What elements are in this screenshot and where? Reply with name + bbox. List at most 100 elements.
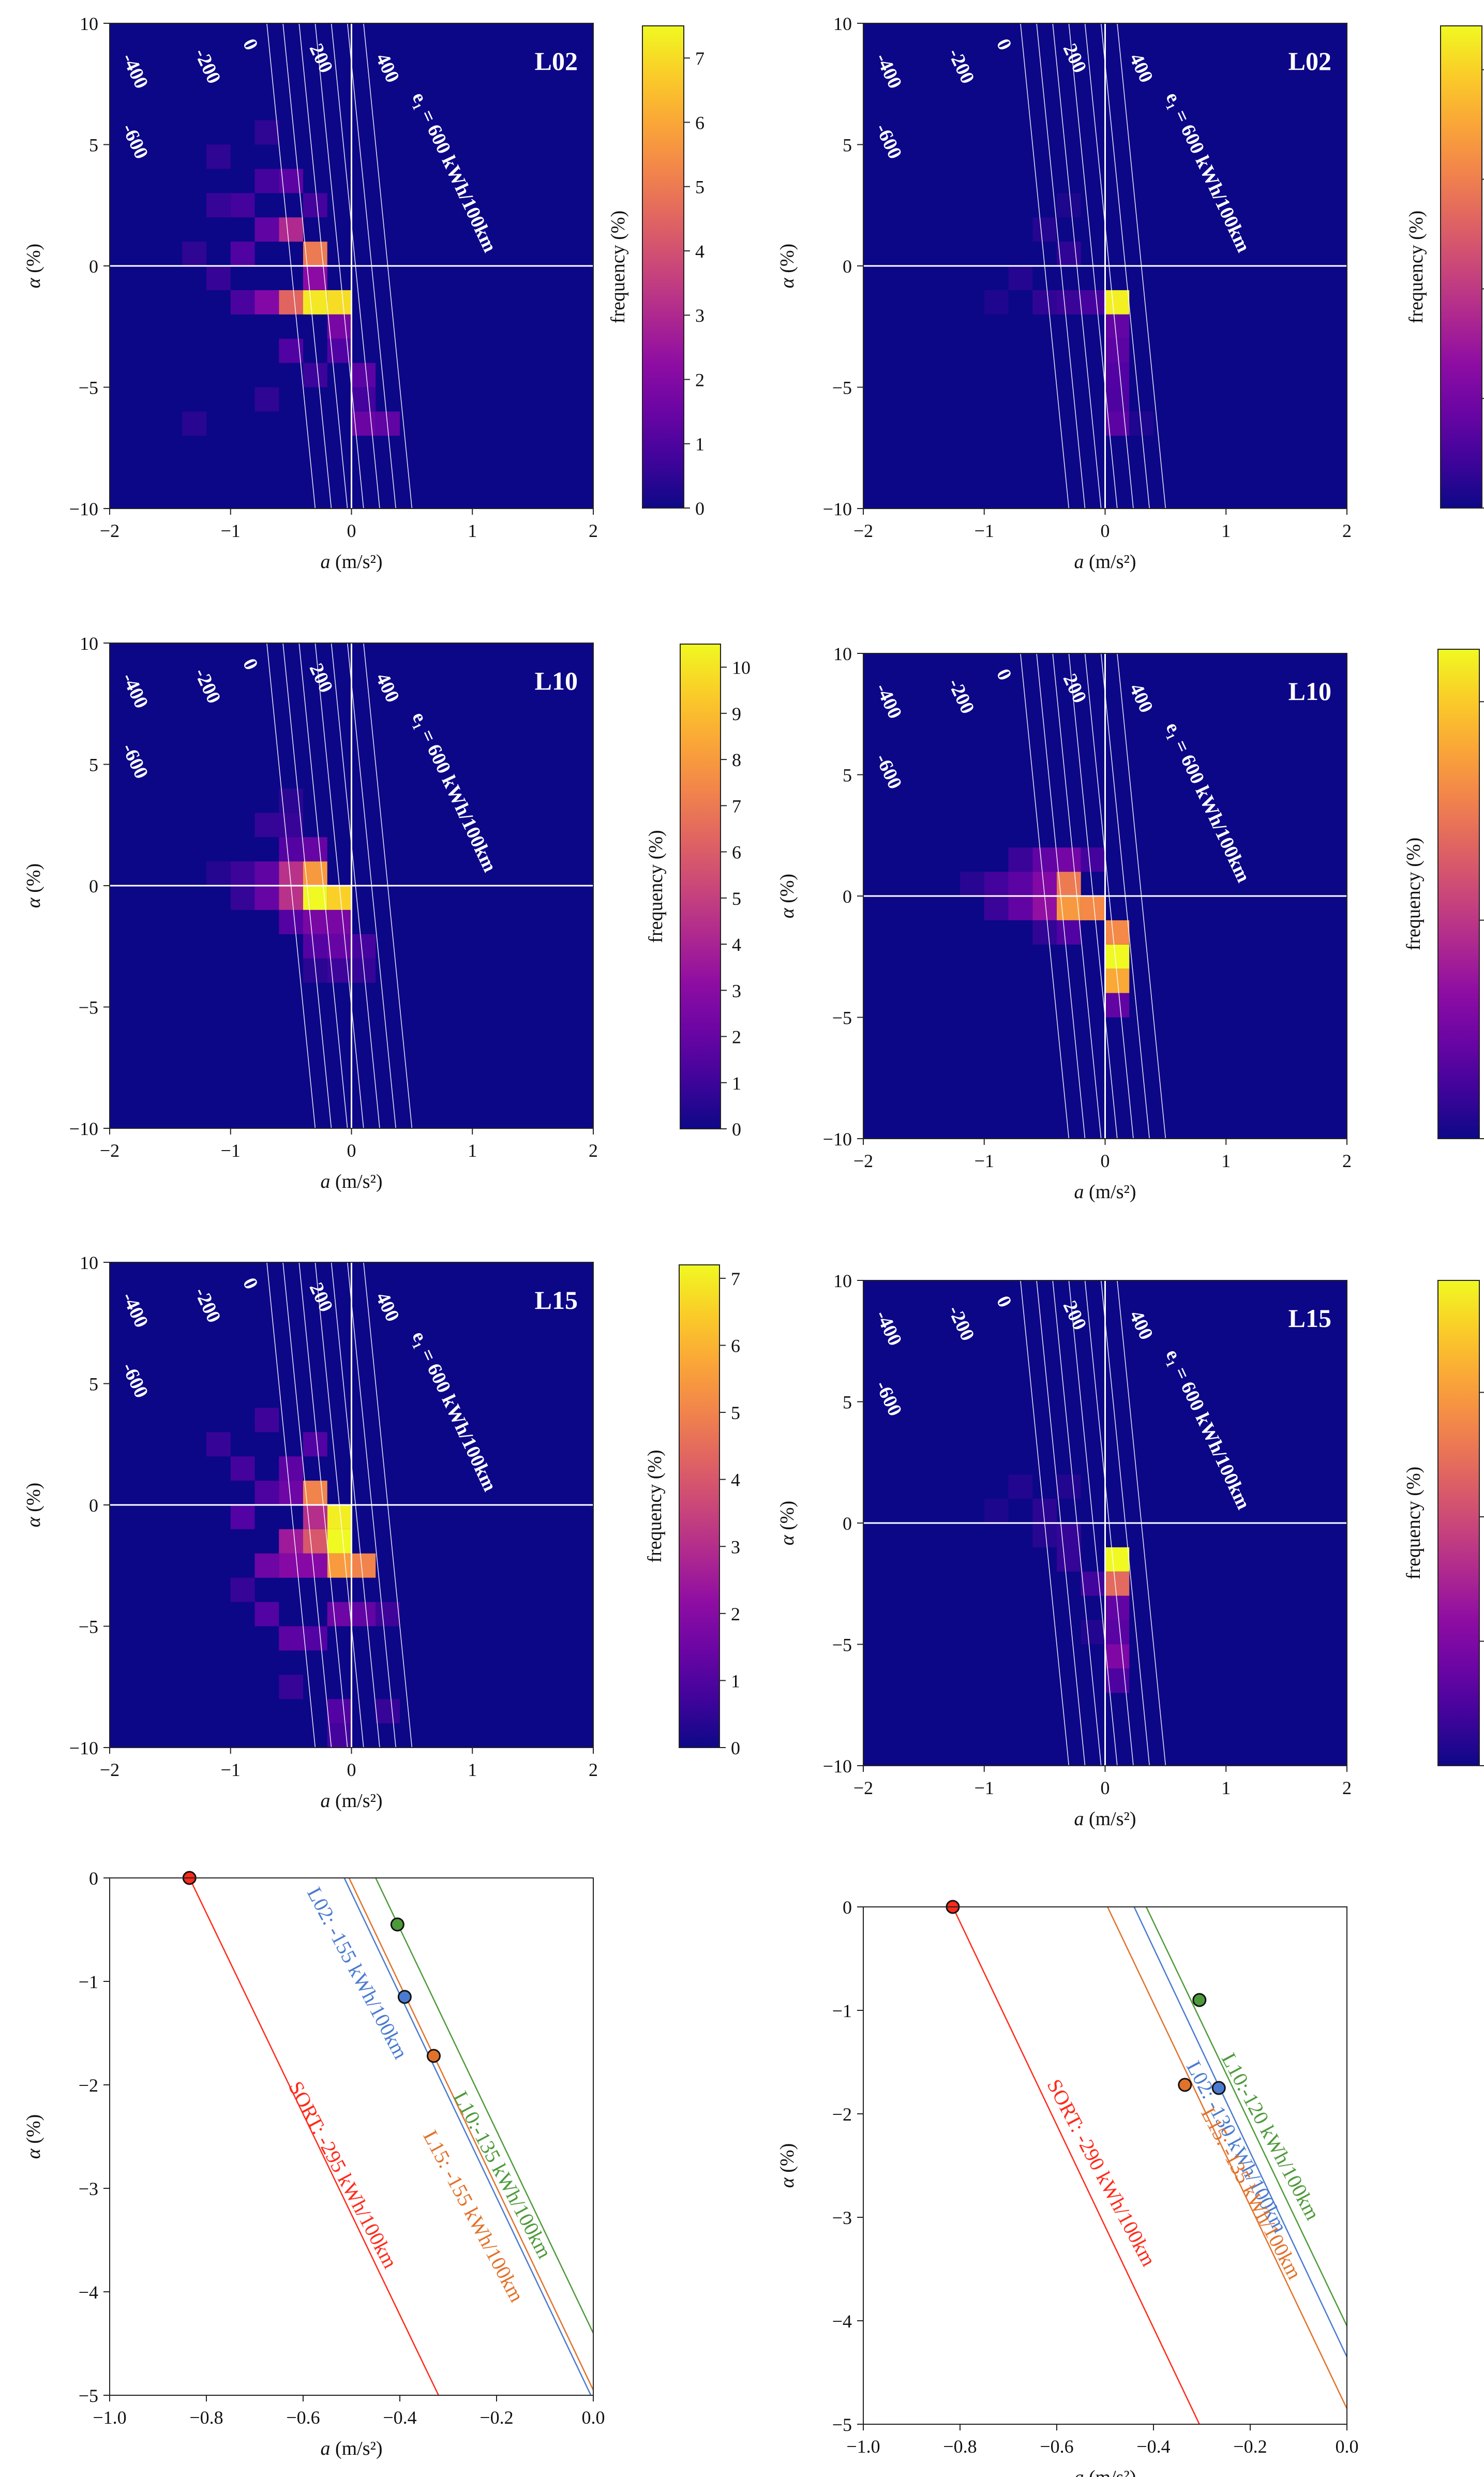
heatmap-cell: [327, 909, 352, 934]
heatmap-cell: [279, 909, 303, 934]
heatmap-cell: [303, 1529, 327, 1554]
x-tick-label: 0: [1101, 520, 1110, 541]
colorbar-tick-label: 1: [695, 434, 704, 455]
colorbar: [1440, 25, 1482, 509]
y-axis-label-unit: (%): [23, 244, 44, 278]
series-point-L02: [397, 1990, 412, 2004]
x-tick-label: −2: [853, 520, 873, 541]
heatmap-cell: [960, 872, 984, 896]
x-tick-label: 1: [1221, 520, 1231, 541]
y-tick-label: 0: [843, 1513, 852, 1534]
y-tick-label: −5: [79, 1617, 98, 1637]
x-tick-label: 1: [1221, 1778, 1231, 1798]
heatmap-cell: [1105, 363, 1130, 387]
y-tick-label: −2: [79, 2075, 98, 2096]
series-point-L15: [1178, 2078, 1192, 2092]
y-tick-label: −2: [832, 2104, 852, 2125]
x-tick-label: 2: [1342, 1151, 1352, 1171]
y-tick-label: −1: [832, 2001, 852, 2021]
y-tick-label: 0: [843, 256, 852, 277]
heatmap-cell: [1105, 944, 1130, 969]
heatmap-cell: [1081, 290, 1105, 315]
heatmap-cell: [351, 1602, 376, 1627]
series-point-L10: [1192, 1993, 1207, 2007]
series-point-L10: [390, 1917, 404, 1932]
heatmap-cell: [279, 813, 303, 838]
heatmap-cell: [279, 1529, 303, 1554]
heatmap-cell: [230, 886, 255, 910]
x-axis-label-symbol: a: [1074, 1181, 1084, 1203]
x-tick-label: 2: [589, 520, 598, 541]
heatmap-cell: [303, 1626, 327, 1651]
y-tick-label: −5: [79, 2385, 98, 2406]
colorbar-label: frequency (%): [645, 830, 667, 943]
heatmap-cell: [182, 242, 206, 266]
heatmap-cell: [376, 1699, 400, 1724]
colorbar-tick-label: 0: [732, 1119, 741, 1140]
y-tick-label: −4: [832, 2311, 852, 2332]
heatmap-plot: [863, 1280, 1347, 1766]
colorbar-tick-label: 7: [732, 796, 741, 816]
heatmap-cell: [1105, 314, 1130, 339]
series-line-L02: [343, 1878, 592, 2395]
heatmap-cell: [230, 193, 255, 218]
x-axis-label: a (m/s²): [1074, 551, 1136, 573]
panel-title: L15: [535, 1286, 578, 1315]
line-plot: [952, 1907, 1347, 2424]
x-axis-label: a (m/s²): [320, 1790, 382, 1812]
y-axis-label: α (%): [776, 1501, 798, 1545]
x-tick-label: −0.2: [479, 2407, 513, 2428]
heatmap-cell: [254, 1481, 279, 1505]
x-tick-label: 1: [468, 1140, 477, 1161]
x-axis-label-symbol: a: [320, 1790, 330, 1812]
x-tick-label: 0.0: [1336, 2436, 1359, 2457]
panel-title: L10: [1288, 677, 1331, 706]
colorbar-tick-label: 0: [731, 1738, 740, 1758]
heatmap-cell: [230, 242, 255, 266]
heatmap-cell: [1105, 1620, 1130, 1645]
y-tick-label: −3: [832, 2207, 852, 2228]
panel-title: L10: [535, 666, 578, 695]
series-line-SORT: [952, 1907, 1200, 2424]
y-tick-label: −10: [823, 499, 852, 519]
y-tick-label: 0: [843, 886, 852, 907]
heatmap-cell: [254, 120, 279, 145]
heatmap-cell: [230, 1505, 255, 1529]
heatmap-cell: [230, 290, 255, 315]
y-tick-label: 0: [843, 1897, 852, 1918]
heatmap-cell: [327, 314, 352, 339]
heatmap-cell: [1032, 847, 1057, 872]
x-tick-label: −0.8: [943, 2436, 977, 2457]
heatmap-cell: [327, 1699, 352, 1724]
y-tick-label: 10: [80, 13, 98, 34]
y-tick-label: 10: [833, 1271, 852, 1291]
y-axis-label-unit: (%): [23, 863, 44, 898]
y-tick-label: 0: [89, 256, 98, 277]
colorbar-label: frequency (%): [1403, 838, 1425, 950]
x-tick-label: 0: [1101, 1151, 1110, 1171]
colorbar-tick-label: 3: [732, 980, 741, 1001]
heatmap-cell: [1008, 896, 1033, 920]
x-axis-label-symbol: a: [1074, 551, 1084, 573]
y-tick-label: 0: [89, 1868, 98, 1889]
x-axis-label-symbol: a: [1074, 1808, 1084, 1830]
colorbar-tick-label: 4: [732, 934, 741, 955]
line-plot-frame: [109, 1877, 594, 2396]
heatmap-cell: [1032, 290, 1057, 315]
heatmap-cell: [1057, 847, 1081, 872]
series-line-L10: [375, 1878, 593, 2334]
heatmap-cell: [254, 387, 279, 412]
colorbar-tick-label: 3: [695, 305, 704, 326]
heatmap-cell: [230, 1456, 255, 1481]
heatmap-cell: [1057, 1474, 1081, 1499]
heatmap-cell: [1057, 920, 1081, 945]
heatmap-cell: [254, 861, 279, 886]
colorbar-tick-label: 3: [731, 1536, 740, 1557]
x-tick-label: −0.2: [1233, 2436, 1267, 2457]
y-tick-label: 5: [89, 755, 98, 775]
heatmap-cell: [254, 813, 279, 838]
y-tick-label: −1: [79, 1972, 98, 1992]
y-axis-label-symbol: α: [776, 907, 798, 918]
x-tick-label: −1: [221, 1759, 241, 1780]
heatmap-cell: [1105, 290, 1130, 315]
